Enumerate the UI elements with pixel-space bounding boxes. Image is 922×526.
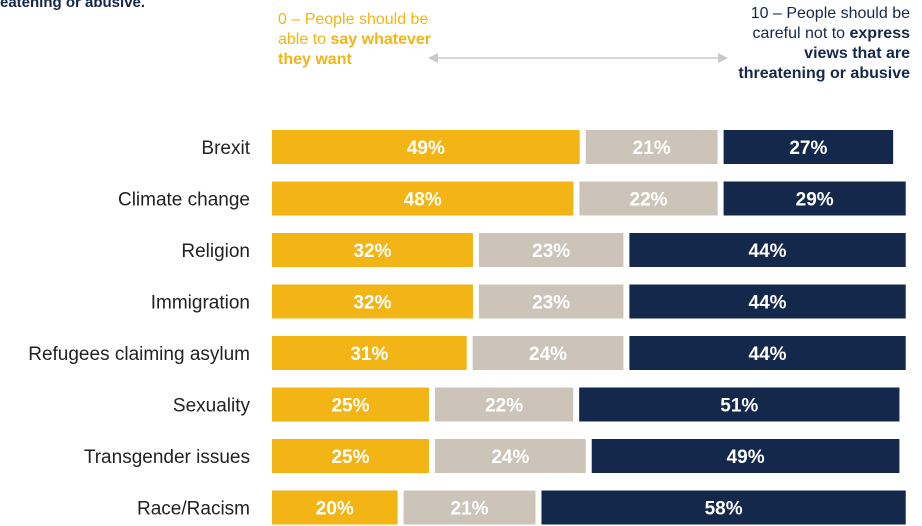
data-label: 51% [720,396,758,417]
data-label: 25% [331,396,369,417]
bar-segment [579,387,900,422]
data-label: 27% [789,138,827,159]
header-fragment: eatening or abusive. [0,0,146,11]
bar-segment [435,439,586,473]
data-label: 20% [316,499,354,520]
category-label: Climate change [118,190,250,211]
bar-segment [591,439,900,473]
legend-right-bold: express views that are threatening or ab… [738,25,910,82]
data-label: 24% [491,447,529,468]
data-label: 23% [532,241,570,262]
category-label: Brexit [201,138,250,159]
bar-segment [272,336,467,370]
data-label: 29% [796,190,834,211]
data-label: 58% [705,499,743,520]
data-label: 32% [353,241,391,262]
data-label: 23% [532,293,570,314]
bar-segment [272,490,398,525]
bar-segment [272,130,580,164]
category-label: Transgender issues [84,447,250,468]
data-label: 32% [353,293,391,314]
bar-segment [472,336,624,370]
legend-right: 10 – People should be careful not to exp… [720,4,910,84]
category-label: Sexuality [173,396,251,417]
data-label: 49% [407,138,445,159]
double-arrow-icon [428,53,728,63]
bar-segment [272,387,429,422]
bar-segment [435,387,574,422]
legend-right-plain: 10 – People should be careful not to [750,5,910,42]
data-label: 44% [749,293,787,314]
data-label: 22% [485,396,523,417]
bar-segment [629,233,906,267]
data-label: 24% [529,344,567,365]
data-label: 21% [633,138,671,159]
bar-segment [272,181,574,216]
bar-segment [272,233,473,267]
data-label: 31% [350,344,388,365]
data-label: 49% [727,447,765,468]
data-label: 44% [749,241,787,262]
bar-segment [629,284,906,319]
data-label: 25% [331,447,369,468]
bar-segment [403,490,536,525]
data-label: 22% [630,190,668,211]
bar-segment [478,284,624,319]
data-label: 21% [451,499,489,520]
legend-left-plain: 0 – People should be able to [278,11,429,48]
bar-segment [272,439,429,473]
bar-segment [629,336,906,370]
bar-segment [478,233,624,267]
data-label: 44% [749,344,787,365]
category-label: Religion [181,241,250,262]
data-label: 48% [404,190,442,211]
bar-segment [272,284,473,319]
bar-segment [723,130,894,164]
legend-left-bold: say whatever they want [278,31,432,68]
bar-segment [723,181,906,216]
category-label: Refugees claiming asylum [28,344,250,365]
category-label: Race/Racism [137,499,250,520]
bar-segment [585,130,718,164]
bar-segment [541,490,906,525]
category-label: Immigration [151,293,250,314]
legend-left: 0 – People should be able to say whateve… [278,10,438,70]
bar-segment [579,181,718,216]
